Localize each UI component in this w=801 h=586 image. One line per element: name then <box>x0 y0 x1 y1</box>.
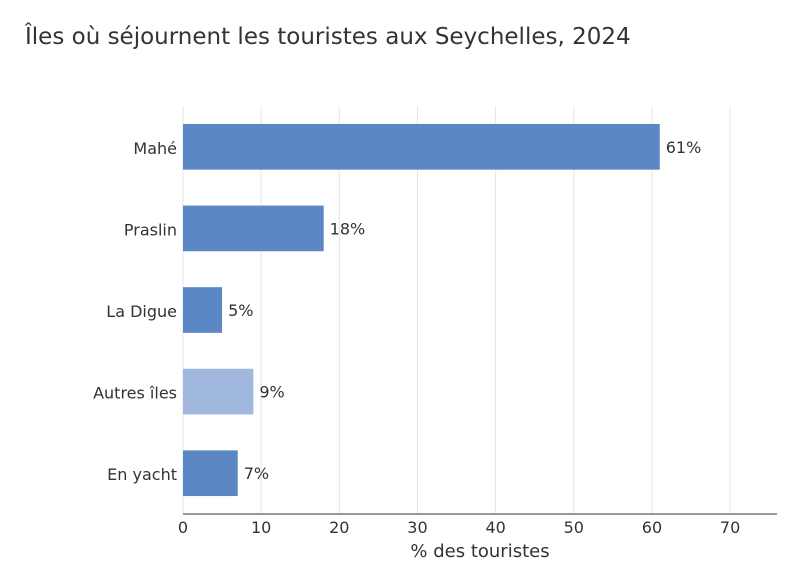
bar-3 <box>183 287 223 333</box>
data-labels: 61% 18% 5% 9% 7% <box>228 138 701 483</box>
bar-4 <box>183 368 254 415</box>
bar-2 <box>183 205 324 252</box>
category-labels: Mahé Praslin La Digue Autres îles En yacht <box>93 139 177 484</box>
x-tick-label-10: 10 <box>251 518 271 537</box>
category-label-4: Autres îles <box>93 384 177 403</box>
bars <box>183 123 660 497</box>
bar-1 <box>183 123 660 170</box>
category-label-5: En yacht <box>107 465 177 484</box>
category-label-3: La Digue <box>106 302 177 321</box>
category-label-1: Mahé <box>133 139 177 158</box>
data-label-5: 7% <box>244 464 269 483</box>
x-tick-label-70: 70 <box>720 518 740 537</box>
x-tick-label-20: 20 <box>329 518 349 537</box>
data-label-1: 61% <box>666 138 702 157</box>
x-tick-label-30: 30 <box>407 518 427 537</box>
data-label-2: 18% <box>330 219 366 238</box>
bar-5 <box>183 450 238 497</box>
x-tick-label-40: 40 <box>485 518 505 537</box>
category-label-2: Praslin <box>124 220 177 239</box>
data-label-3: 5% <box>228 301 253 320</box>
chart-title: Îles où séjournent les touristes aux Sey… <box>25 24 631 50</box>
x-tick-label-50: 50 <box>564 518 584 537</box>
data-label-4: 9% <box>259 383 284 402</box>
grid-lines <box>182 106 731 514</box>
x-tick-label-0: 0 <box>178 518 188 537</box>
x-axis-title: % des touristes <box>410 541 549 562</box>
x-tick-label-60: 60 <box>642 518 662 537</box>
x-axis: 0 10 20 30 40 50 60 70 <box>178 513 777 537</box>
